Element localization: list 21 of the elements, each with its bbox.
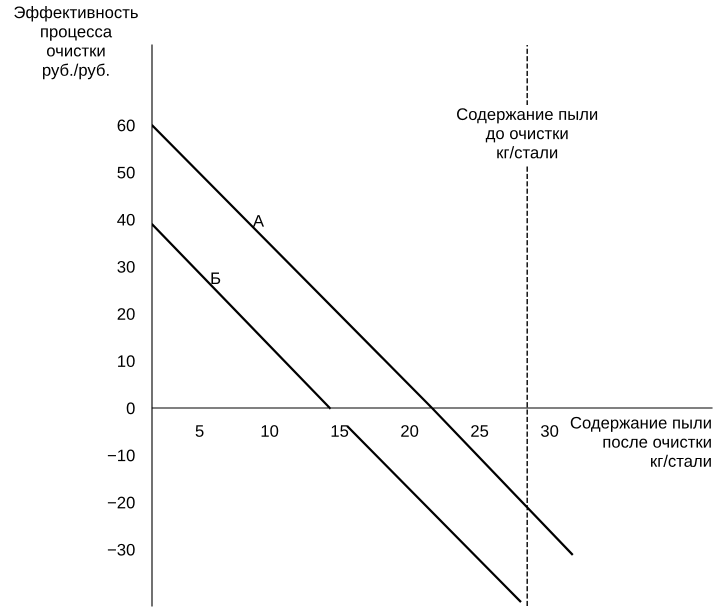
x-tick-label: 30 (540, 425, 558, 437)
y-tick-label: 50 (117, 166, 135, 178)
x-tick-label: 20 (401, 425, 418, 437)
x-tick-label: 5 (196, 425, 204, 437)
y-tick-label: 0 (126, 402, 135, 414)
y-tick-label: −30 (108, 544, 135, 556)
y-tick-label: 40 (117, 214, 135, 226)
y-tick-label: 60 (118, 120, 135, 132)
y-tick-label: 20 (118, 308, 135, 320)
y-tick-label: −10 (108, 450, 135, 462)
annotation: Б (211, 272, 220, 284)
y-tick-label: 10 (118, 355, 135, 368)
x-tick-label: 15 (332, 425, 348, 437)
annotation: А (252, 215, 264, 227)
x-axis-title: Содержание пыли после очистки кг/стали (570, 416, 711, 467)
x-tick-label: 10 (262, 425, 278, 437)
x-tick-label: 25 (471, 425, 488, 437)
y-tick-label: 30 (117, 260, 135, 273)
y-axis-title: Эффективность процесса очистки руб./руб. (14, 6, 138, 80)
ref-line-label: Содержание пыли до очистки кг/стали (457, 108, 598, 158)
y-tick-label: −20 (108, 496, 135, 508)
